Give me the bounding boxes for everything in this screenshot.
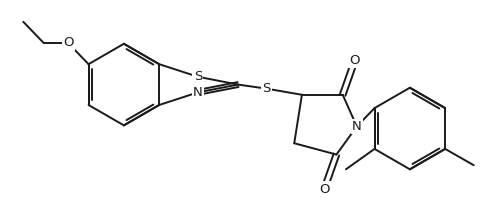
Text: S: S [262, 82, 271, 95]
Text: N: N [352, 120, 362, 133]
Text: O: O [63, 37, 74, 50]
Text: S: S [194, 70, 202, 83]
Text: N: N [193, 86, 203, 99]
Text: O: O [350, 54, 360, 67]
Text: O: O [319, 183, 330, 196]
